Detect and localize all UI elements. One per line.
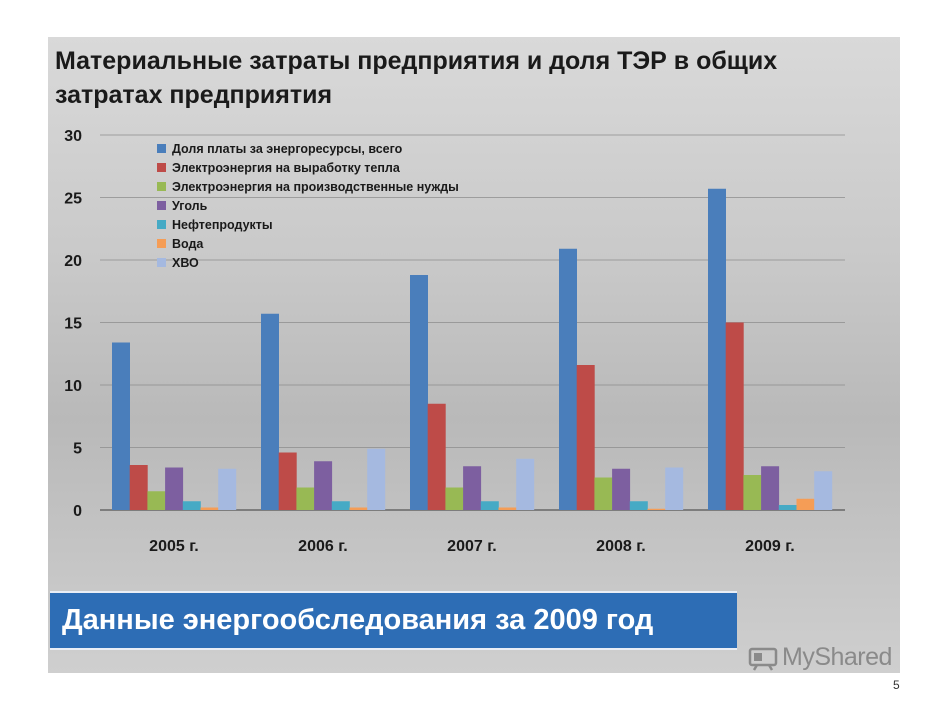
- bar: [725, 322, 744, 510]
- x-category-label: 2007 г.: [447, 538, 497, 555]
- bar: [427, 403, 446, 510]
- bar: [498, 507, 517, 510]
- watermark-text: MyShared: [782, 643, 892, 671]
- bar: [594, 477, 613, 510]
- slide-title: Материальные затраты предприятия и доля …: [55, 47, 778, 109]
- legend-item: ХВО: [157, 253, 459, 272]
- bar: [261, 313, 279, 510]
- legend-item: Доля платы за энергоресурсы, всего: [157, 139, 459, 158]
- legend-swatch: [157, 258, 166, 267]
- bar: [761, 466, 780, 510]
- bar: [331, 501, 350, 510]
- bar: [629, 501, 648, 510]
- legend-swatch: [157, 239, 166, 248]
- bar: [743, 475, 762, 510]
- x-category-label: 2009 г.: [745, 538, 795, 555]
- bar: [112, 342, 130, 510]
- legend-label: Нефтепродукты: [172, 217, 273, 232]
- bar: [665, 467, 684, 510]
- y-tick-label: 0: [73, 503, 82, 520]
- y-tick-label: 20: [64, 253, 82, 270]
- legend-label: Вода: [172, 236, 204, 251]
- bar: [445, 487, 464, 510]
- legend-swatch: [157, 182, 166, 191]
- legend-item: Вода: [157, 234, 459, 253]
- legend-item: Нефтепродукты: [157, 215, 459, 234]
- x-category-label: 2008 г.: [596, 538, 646, 555]
- bar: [647, 508, 666, 510]
- y-tick-label: 5: [73, 441, 82, 458]
- bar: [314, 461, 333, 510]
- y-tick-label: 25: [64, 191, 82, 208]
- y-tick-label: 10: [64, 378, 82, 395]
- bar: [796, 498, 815, 510]
- bar: [165, 467, 184, 510]
- bar: [278, 452, 297, 510]
- projector-icon: [748, 647, 778, 671]
- legend-label: Доля платы за энергоресурсы, всего: [172, 141, 403, 156]
- background-photo: [48, 37, 900, 673]
- watermark: MyShared: [748, 643, 892, 672]
- bar: [200, 507, 219, 510]
- chart-legend: Доля платы за энергоресурсы, всего Электр…: [157, 139, 459, 272]
- page-number: 5: [893, 678, 900, 692]
- legend-swatch: [157, 201, 166, 210]
- legend-swatch: [157, 163, 166, 172]
- bar: [182, 501, 201, 510]
- bar: [367, 448, 386, 510]
- bar: [147, 491, 166, 510]
- bar: [129, 465, 148, 510]
- bar: [576, 365, 595, 510]
- bar: [612, 468, 631, 510]
- legend-swatch: [157, 144, 166, 153]
- x-category-label: 2006 г.: [298, 538, 348, 555]
- x-category-label: 2005 г.: [149, 538, 199, 555]
- bar: [708, 188, 726, 510]
- banner: Данные энергообследования за 2009 год: [50, 591, 737, 650]
- bar: [480, 501, 499, 510]
- bar: [410, 275, 428, 510]
- bar: [814, 471, 833, 510]
- bar: [559, 248, 577, 510]
- bar: [218, 468, 237, 510]
- legend-label: Электроэнергия на выработку тепла: [172, 160, 400, 175]
- bar: [296, 487, 315, 510]
- y-tick-label: 15: [64, 316, 82, 333]
- legend-item: Электроэнергия на производственные нужды: [157, 177, 459, 196]
- legend-label: ХВО: [172, 255, 199, 270]
- bar: [778, 505, 797, 510]
- bar: [349, 507, 368, 510]
- legend-label: Электроэнергия на производственные нужды: [172, 179, 459, 194]
- bar: [516, 458, 535, 510]
- banner-text: Данные энергообследования за 2009 год: [62, 604, 654, 636]
- legend-swatch: [157, 220, 166, 229]
- y-tick-label: 30: [64, 128, 82, 145]
- legend-item: Электроэнергия на выработку тепла: [157, 158, 459, 177]
- legend-item: Уголь: [157, 196, 459, 215]
- bar: [463, 466, 482, 510]
- legend-label: Уголь: [172, 198, 208, 213]
